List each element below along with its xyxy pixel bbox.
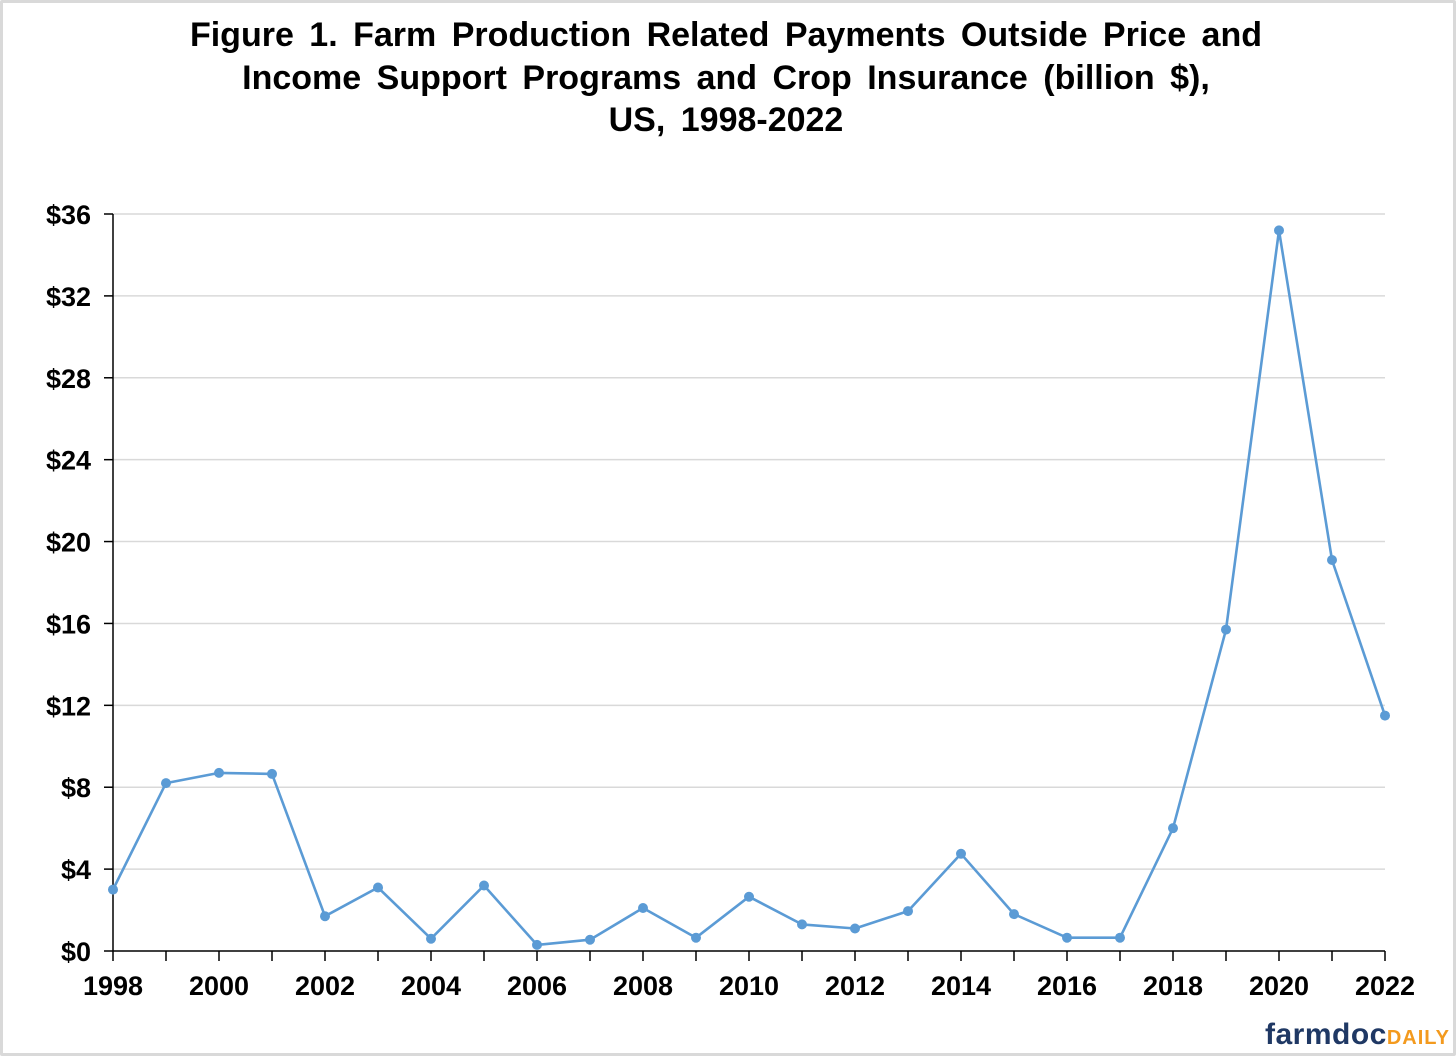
x-tick-label: 2016 (1037, 971, 1097, 1001)
data-point-2019 (1221, 624, 1231, 635)
gridlines (113, 213, 1385, 870)
data-point-2005 (479, 880, 489, 891)
data-series (108, 225, 1390, 950)
y-tick-label: $8 (61, 773, 91, 803)
chart-title-line-3: US, 1998-2022 (608, 101, 844, 139)
y-tick-label: $0 (61, 937, 91, 967)
data-point-1999 (161, 778, 171, 789)
x-tick-label: 2012 (825, 971, 885, 1001)
x-tick-label: 2004 (401, 971, 461, 1001)
data-point-2008 (638, 903, 648, 914)
x-tick-label: 2020 (1249, 971, 1309, 1001)
data-point-2015 (1009, 909, 1019, 920)
y-tick-label: $28 (46, 364, 91, 394)
y-tick-label: $4 (61, 855, 91, 885)
data-point-2014 (956, 848, 966, 859)
x-tick-label: 2010 (719, 971, 779, 1001)
x-tick-label: 2002 (295, 971, 355, 1001)
series-line (111, 229, 1387, 947)
data-point-2004 (426, 933, 436, 944)
data-point-2021 (1327, 554, 1337, 565)
y-tick-label: $24 (46, 446, 91, 476)
chart-title-line-2: Income Support Programs and Crop Insuran… (242, 58, 1210, 97)
data-point-2003 (373, 882, 383, 893)
y-tick-label: $12 (46, 691, 91, 721)
data-point-2011 (797, 919, 807, 930)
chart-title: Figure 1. Farm Production Related Paymen… (0, 14, 1452, 142)
farmdoc-daily-logo: farmdocDAILY (1265, 1018, 1450, 1052)
data-point-2010 (744, 891, 754, 902)
data-point-2017 (1115, 932, 1125, 943)
chart-title-line-1: Figure 1. Farm Production Related Paymen… (189, 16, 1263, 54)
x-tick-label: 2014 (931, 971, 991, 1001)
x-tick-label: 2018 (1143, 971, 1203, 1001)
x-tick-label: 2000 (189, 971, 249, 1001)
data-point-2007 (585, 934, 595, 945)
data-point-1998 (108, 884, 118, 895)
data-point-2006 (532, 939, 542, 950)
data-point-2001 (267, 768, 277, 779)
data-point-2000 (214, 767, 224, 778)
y-tick-label: $16 (46, 609, 91, 639)
logo-accent-text: DAILY (1386, 1027, 1450, 1049)
x-tick-label: 2008 (613, 971, 673, 1001)
data-point-2020 (1274, 225, 1284, 236)
data-point-2018 (1168, 823, 1178, 834)
data-point-2013 (903, 906, 913, 917)
x-tick-label: 1998 (83, 971, 143, 1001)
axes (104, 213, 1386, 961)
data-point-2002 (320, 911, 330, 922)
data-point-2022 (1380, 710, 1390, 721)
x-tick-label: 2006 (507, 971, 567, 1001)
logo-main-text: farmdoc (1264, 1018, 1387, 1051)
data-point-2009 (691, 932, 701, 943)
y-tick-label: $32 (46, 282, 91, 312)
x-tick-label: 2022 (1355, 971, 1415, 1001)
y-tick-label: $20 (46, 528, 91, 558)
data-point-2016 (1062, 932, 1072, 943)
tick-labels: $0 $4 $8 $12 $16 $20 $24 $28 $32 $36 1998 2000 2002 2… (46, 200, 1415, 1001)
y-tick-label: $36 (46, 200, 91, 230)
data-point-2012 (850, 923, 860, 934)
